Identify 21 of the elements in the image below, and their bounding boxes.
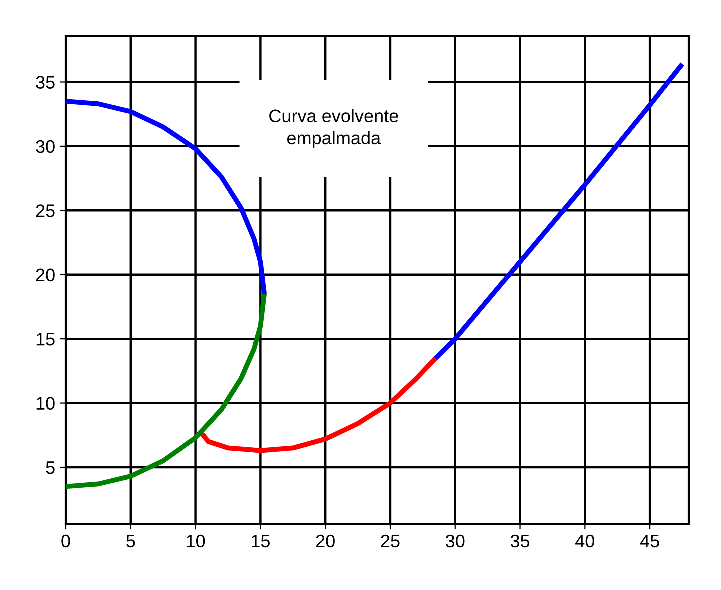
- x-tick-label: 15: [252, 535, 270, 548]
- line-series: [66, 292, 268, 490]
- annotation: Curva evolvente empalmada: [270, 109, 398, 148]
- line-series: [200, 356, 438, 454]
- y-tick-label: 10: [36, 397, 55, 410]
- x-tick-label: 0: [62, 534, 70, 548]
- x-tick-label: 20: [316, 534, 335, 548]
- y-tick-label: 15: [36, 333, 55, 346]
- x-tick-label: 35: [510, 534, 530, 548]
- x-tick-label: 10: [187, 534, 206, 548]
- x-tick-label: 45: [640, 535, 660, 548]
- x-tick-label: 5: [126, 535, 136, 548]
- x-tick-label: 40: [576, 534, 595, 548]
- y-tick-label: 30: [36, 140, 55, 154]
- x-tick-label: 30: [446, 534, 465, 548]
- line-series: [433, 62, 685, 361]
- y-tick-label: 35: [36, 76, 55, 89]
- y-tick-label: 20: [36, 268, 55, 282]
- y-tick-label: 25: [36, 204, 55, 218]
- x-tick-label: 25: [381, 534, 400, 548]
- y-tick-label: 5: [46, 462, 55, 474]
